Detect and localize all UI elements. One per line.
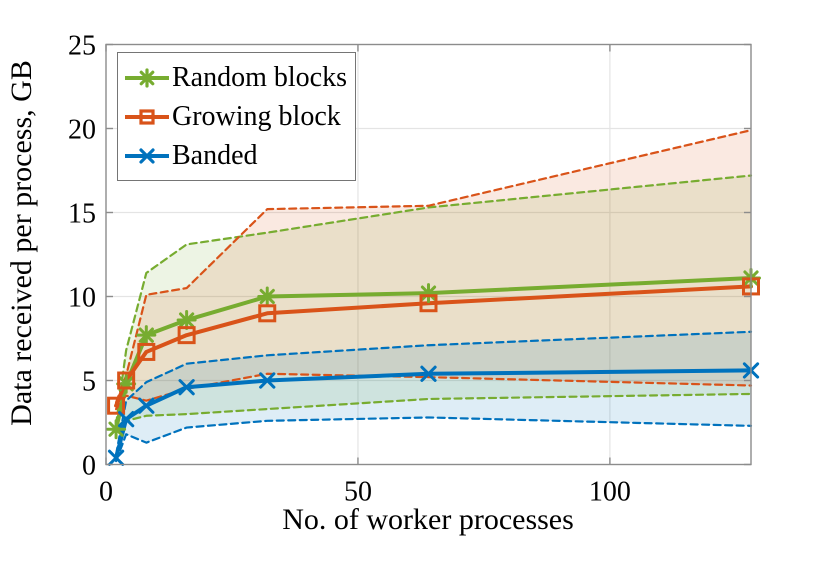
- confidence-band: [116, 331, 751, 462]
- y-tick-label: 25: [68, 31, 96, 62]
- y-tick-label: 0: [82, 451, 96, 482]
- legend-marker: [139, 108, 155, 125]
- data-point-marker: [118, 411, 135, 428]
- x-tick-label: 50: [344, 477, 372, 508]
- legend-item-banded: Banded: [122, 136, 347, 175]
- data-point-marker: [117, 371, 136, 390]
- y-tick-label: 20: [68, 115, 96, 146]
- data-point-marker: [259, 372, 276, 389]
- data-point-marker: [116, 373, 137, 394]
- data-point-marker: [178, 379, 195, 396]
- data-point-marker: [138, 397, 155, 414]
- y-tick-label: 10: [68, 283, 96, 314]
- data-point-marker: [107, 449, 125, 466]
- legend-x-icon: [125, 147, 169, 164]
- data-point-marker: [258, 304, 277, 323]
- data-point-marker: [257, 286, 278, 307]
- x-tick-label: 0: [99, 477, 113, 508]
- x-axis-label: No. of worker processes: [282, 503, 574, 536]
- legend-item-growing-block: Growing block: [122, 97, 347, 136]
- y-axis-label: Data received per process, GB: [5, 60, 38, 426]
- y-tick-label: 15: [68, 199, 96, 230]
- data-point-marker: [419, 294, 438, 313]
- legend-marker: [137, 67, 157, 88]
- x-tick-label: 100: [589, 477, 631, 508]
- legend-square-icon: [125, 108, 169, 125]
- legend: Random blocks Growing block Banded: [117, 52, 356, 181]
- data-point-marker: [418, 283, 439, 304]
- data-point-marker: [107, 396, 126, 415]
- legend-label: Banded: [172, 139, 258, 171]
- axis-box: [105, 43, 752, 466]
- legend-asterisk-icon: [125, 67, 169, 88]
- confidence-band-edge: [114, 330, 753, 456]
- legend-marker: [139, 147, 155, 164]
- data-point-marker: [177, 326, 196, 345]
- legend-item-random-blocks: Random blocks: [122, 58, 347, 97]
- data-point-marker: [137, 342, 156, 361]
- confidence-band-edge: [114, 174, 753, 426]
- data-point-marker: [420, 365, 437, 382]
- legend-label: Growing block: [172, 100, 341, 132]
- data-point-marker: [176, 310, 197, 331]
- data-point-marker: [136, 325, 157, 346]
- legend-label: Random blocks: [172, 61, 347, 93]
- y-tick-label: 5: [82, 367, 96, 398]
- confidence-band-edge: [114, 416, 753, 463]
